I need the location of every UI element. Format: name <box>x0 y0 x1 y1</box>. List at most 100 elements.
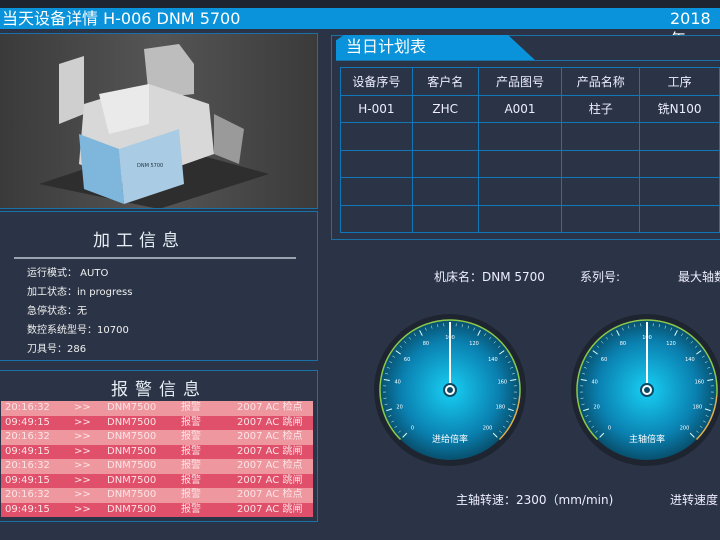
gauge-tick <box>398 430 401 433</box>
alarm-row[interactable]: 09:49:15 >> DNM7500 报警 2007 AC 跳闸 <box>1 415 313 430</box>
alarm-row[interactable]: 09:49:15 >> DNM7500 报警 2007 AC 跳闸 <box>1 473 313 488</box>
table-cell: ZHC <box>411 94 479 123</box>
alarm-row[interactable]: 09:49:15 >> DNM7500 报警 2007 AC 跳闸 <box>1 502 313 517</box>
table-row[interactable] <box>340 122 720 151</box>
gauge-tick <box>499 350 505 355</box>
gauge-tick <box>610 333 613 337</box>
gauge-tick-label: 40 <box>394 380 400 386</box>
alarm-cell: 09:49:15 <box>5 474 50 486</box>
gauge-tick <box>402 432 408 438</box>
gauge-arc-normal <box>576 319 718 441</box>
table-cell <box>561 149 641 178</box>
gauge-tick <box>582 373 586 375</box>
table-row[interactable] <box>340 149 720 178</box>
gauge-arc-high <box>498 395 521 441</box>
gauge-tick <box>467 325 469 329</box>
alarm-cell: DNM7500 <box>107 489 157 500</box>
gauge-tick <box>628 325 630 329</box>
gauge-tick-label: 160 <box>695 380 705 386</box>
info-label: 运行模式： <box>27 268 77 279</box>
column-header: 客户名 <box>411 67 479 96</box>
gauge-tick <box>484 333 487 337</box>
gauge-tick-label: 120 <box>469 341 479 347</box>
gauge-tick <box>589 355 593 358</box>
gauge-hub-ring <box>642 385 652 395</box>
feed-speed: 进转速度 <box>670 493 719 507</box>
alarm-cell: 报警 <box>181 503 201 515</box>
gauge-tick <box>389 361 393 363</box>
gauge-tick <box>408 336 411 340</box>
gauge-tick-label: 40 <box>591 380 597 386</box>
alarm-cell: >> <box>74 416 91 428</box>
gauge-tick <box>596 345 600 348</box>
gauge-tick <box>622 327 624 331</box>
table-cell <box>477 149 563 178</box>
machine-image: DNM 5700 <box>0 33 318 209</box>
machining-info-panel: 加工信息 运行模式： AUTO 加工状态：in progress 急停状态：无 数控系… <box>0 211 318 361</box>
gauge-tick-label: 160 <box>498 380 508 386</box>
gauge-tick <box>605 336 608 340</box>
gauge-tick <box>392 355 396 358</box>
gauge-tick-label: 180 <box>496 404 506 410</box>
table-row[interactable] <box>340 204 720 233</box>
alarm-cell: DNM7500 <box>107 431 157 442</box>
info-value: in progress <box>77 287 133 298</box>
alarm-cell: 报警 <box>181 474 201 486</box>
info-row: 刀具号：286 <box>27 340 86 355</box>
alarm-row[interactable]: 20:16:32 >> DNM7500 报警 2007 AC 检点 <box>1 459 313 474</box>
gauge-tick <box>581 403 585 405</box>
alarm-cell: 报警 <box>181 402 201 413</box>
table-cell <box>477 204 563 233</box>
table-cell: 柱子 <box>561 94 641 123</box>
gauge-tick <box>707 379 714 381</box>
gauge-tick <box>413 333 416 337</box>
gauge-hub-ring <box>445 385 455 395</box>
alarm-row[interactable]: 20:16:32 >> DNM7500 报警 2007 AC 检点 <box>1 488 313 503</box>
alarm-cell: 报警 <box>181 445 201 457</box>
alarm-row[interactable]: 20:16:32 >> DNM7500 报警 2007 AC 检点 <box>1 401 313 416</box>
table-cell <box>340 177 413 206</box>
alarm-cell: >> <box>74 445 91 457</box>
gauge-tick-label: 80 <box>423 341 429 347</box>
alarm-cell: >> <box>74 402 91 413</box>
gauge-tick <box>388 415 392 417</box>
alarm-cell: 2007 AC 跳闸 <box>237 416 303 428</box>
table-row[interactable] <box>340 177 720 206</box>
feed-rate-gauge: 020406080100120140160180200进给倍率 <box>374 314 526 466</box>
gauge-tick <box>386 367 390 369</box>
info-row: 运行模式： AUTO <box>27 264 108 279</box>
alarm-cell: 2007 AC 跳闸 <box>237 503 303 515</box>
gauge-arc-high <box>695 395 718 441</box>
gauge-tick-label: 60 <box>404 357 410 363</box>
alarm-cell: 2007 AC 检点 <box>237 431 303 442</box>
alarm-cell: DNM7500 <box>107 416 157 428</box>
gauge-tick <box>696 430 699 433</box>
gauge-tick-label: 0 <box>411 425 414 431</box>
alarm-cell: >> <box>74 474 91 486</box>
gauge-tick <box>674 330 678 336</box>
table-cell: A001 <box>477 94 563 123</box>
alarm-cell: >> <box>74 503 91 515</box>
column-header: 产品名称 <box>561 67 641 96</box>
gauge-tick <box>391 420 395 423</box>
gauge-tick <box>591 425 595 428</box>
alarm-cell: 20:16:32 <box>5 460 50 471</box>
alarm-row[interactable]: 09:49:15 >> DNM7500 报警 2007 AC 跳闸 <box>1 444 313 459</box>
divider <box>336 60 720 61</box>
table-cell <box>477 177 563 206</box>
alarm-cell: 20:16:32 <box>5 489 50 500</box>
gauge-tick <box>384 403 388 405</box>
alarm-row[interactable]: 20:16:32 >> DNM7500 报警 2007 AC 检点 <box>1 430 313 445</box>
alarm-title: 报警信息 <box>111 380 207 400</box>
gauge-tick-label: 200 <box>680 425 690 431</box>
gauge-tick <box>507 408 514 412</box>
gauge-tick <box>425 327 427 331</box>
table-cell <box>639 204 720 233</box>
spindle-rate-gauge: 020406080100120140160180200主轴倍率 <box>571 314 720 466</box>
alarm-cell: 2007 AC 跳闸 <box>237 445 303 457</box>
table-row[interactable]: H-001 ZHC A001 柱子 铣N100 <box>340 94 720 123</box>
gauge-tick <box>383 379 390 381</box>
info-label: 急停状态： <box>27 306 77 317</box>
gauge-tick-label: 140 <box>685 357 695 363</box>
machine-label: DNM 5700 <box>137 163 163 169</box>
